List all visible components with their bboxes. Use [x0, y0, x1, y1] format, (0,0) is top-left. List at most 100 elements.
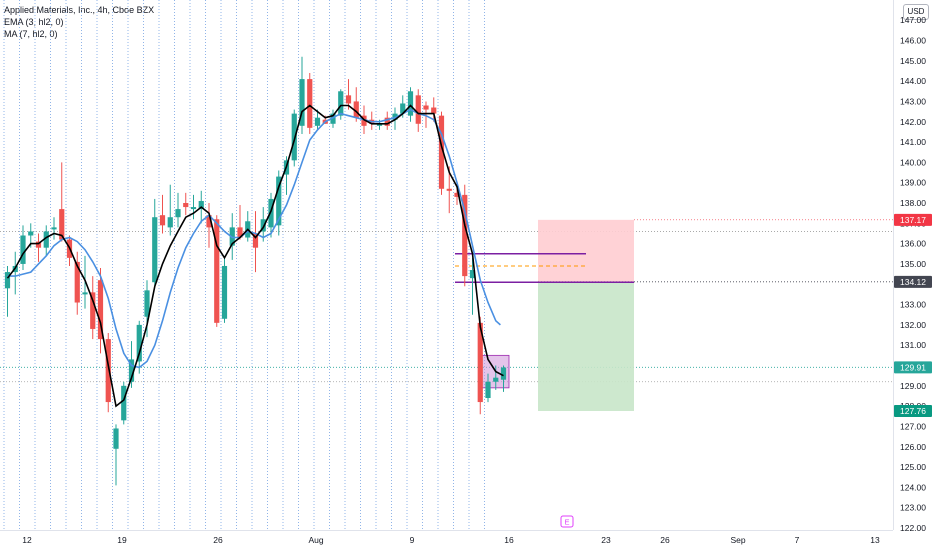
ema-legend: EMA (3, hl2, 0) [4, 17, 64, 27]
candle[interactable] [245, 211, 251, 242]
x-tick-label: 13 [870, 535, 880, 545]
candle[interactable] [152, 198, 158, 287]
candle[interactable] [268, 192, 274, 238]
price-label[interactable]: 127.76 [894, 405, 932, 417]
candle[interactable] [462, 184, 468, 287]
candle[interactable] [4, 265, 11, 317]
candle-body [299, 79, 305, 126]
candle[interactable] [159, 194, 166, 234]
candle[interactable] [97, 268, 104, 354]
price-label-bg [894, 361, 932, 374]
candle[interactable] [353, 87, 359, 122]
candle-body [353, 101, 359, 118]
candle-body [438, 115, 445, 189]
candle-body [407, 91, 414, 116]
candle-body [454, 192, 460, 197]
candle-body [113, 428, 119, 449]
candle[interactable] [43, 225, 49, 256]
candle[interactable] [136, 320, 142, 374]
candle[interactable] [423, 101, 429, 128]
candle[interactable] [477, 316, 483, 415]
candle-body [159, 215, 166, 226]
candle[interactable] [214, 215, 220, 327]
candle-body [400, 103, 406, 114]
candle[interactable] [415, 89, 421, 132]
candle[interactable] [206, 203, 212, 248]
candle[interactable] [384, 111, 390, 130]
candle-body [260, 219, 266, 232]
price-label[interactable]: 134.12 [894, 275, 932, 288]
candle[interactable] [252, 211, 259, 273]
candle[interactable] [446, 166, 452, 214]
earnings-marker-box [560, 515, 574, 528]
y-tick-label: 127.00 [900, 421, 926, 431]
candle[interactable] [167, 184, 173, 236]
candle[interactable] [121, 381, 127, 425]
candle[interactable] [431, 97, 437, 122]
x-tick-label: 19 [117, 535, 127, 545]
candle[interactable] [338, 89, 344, 120]
price-label[interactable]: 129.91 [894, 361, 932, 374]
y-tick-label: 136.00 [900, 239, 926, 249]
candle[interactable] [20, 225, 26, 271]
price-label-text: 129.91 [900, 363, 926, 373]
y-tick-label: 129.00 [900, 381, 926, 391]
price-label-bg [894, 405, 932, 417]
candle-body [128, 359, 135, 382]
price-label-text: 127.76 [900, 406, 926, 416]
candle[interactable] [35, 233, 42, 262]
candle[interactable] [493, 365, 499, 390]
candle-body [175, 209, 181, 218]
candle[interactable] [183, 192, 189, 216]
y-tick-label: 124.00 [900, 482, 926, 492]
candle-body [90, 292, 96, 329]
currency-badge[interactable]: USD [903, 4, 929, 20]
candle-body [136, 324, 142, 362]
y-tick-label: 125.00 [900, 462, 926, 472]
stop-loss-zone[interactable] [538, 219, 634, 282]
candle-body [59, 209, 65, 240]
candle-body [291, 113, 297, 161]
candle[interactable] [105, 333, 111, 413]
candle[interactable] [330, 109, 336, 128]
candle-body [493, 377, 499, 382]
take-profit-zone[interactable] [538, 281, 634, 411]
candle[interactable] [144, 280, 150, 338]
candle[interactable] [314, 109, 321, 130]
candle-body [423, 105, 429, 110]
candle[interactable] [59, 162, 65, 242]
candle[interactable] [345, 79, 352, 110]
y-tick-label: 122.00 [900, 523, 926, 533]
candle-body [477, 322, 483, 403]
price-label[interactable]: 137.17 [894, 213, 932, 226]
candle[interactable] [500, 365, 507, 392]
y-tick-label: 143.00 [900, 96, 926, 106]
candle[interactable] [237, 205, 243, 240]
candle-body [361, 115, 367, 126]
candle-body [330, 113, 336, 124]
candle[interactable] [307, 73, 313, 134]
candle[interactable] [90, 276, 96, 340]
candle[interactable] [175, 192, 181, 228]
candle-body [206, 215, 212, 228]
candle[interactable] [12, 251, 18, 295]
y-axis: 122.00123.00124.00125.00126.00127.00128.… [900, 15, 926, 533]
candle[interactable] [221, 255, 228, 323]
candle[interactable] [113, 424, 119, 486]
candle[interactable] [260, 207, 266, 242]
earnings-marker[interactable]: E [560, 515, 574, 528]
ema-line[interactable] [6, 104, 504, 408]
candle[interactable] [51, 217, 57, 240]
candle[interactable] [485, 373, 491, 403]
candle[interactable] [190, 194, 197, 220]
price-level-lines [0, 231, 893, 383]
candle[interactable] [299, 56, 305, 134]
candle[interactable] [469, 257, 476, 315]
candle[interactable] [74, 251, 80, 315]
y-tick-label: 146.00 [900, 36, 926, 46]
candle[interactable] [276, 170, 282, 236]
candle[interactable] [438, 111, 445, 195]
price-label-text: 134.12 [900, 277, 926, 287]
price-label-bg [894, 275, 932, 288]
